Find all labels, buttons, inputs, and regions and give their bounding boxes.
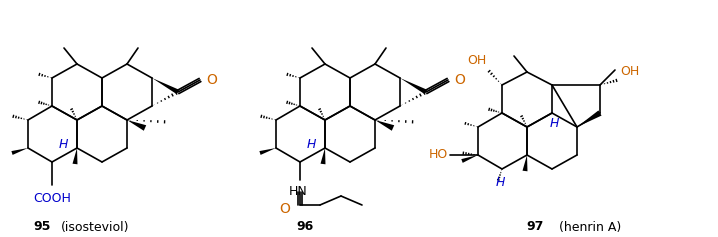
Text: COOH: COOH	[33, 192, 71, 205]
Text: H: H	[549, 117, 559, 129]
Text: 97: 97	[526, 220, 544, 233]
Text: HO: HO	[429, 149, 448, 161]
Polygon shape	[461, 155, 478, 163]
Text: H: H	[495, 177, 505, 190]
Text: (henrin A): (henrin A)	[559, 220, 621, 233]
Text: O: O	[279, 202, 290, 216]
Text: O: O	[206, 73, 217, 87]
Polygon shape	[127, 120, 146, 131]
Text: OH: OH	[620, 65, 639, 78]
Text: (isosteviol): (isosteviol)	[61, 220, 129, 233]
Polygon shape	[577, 110, 602, 127]
Polygon shape	[400, 78, 427, 94]
Polygon shape	[11, 148, 28, 155]
Polygon shape	[259, 148, 276, 155]
Text: OH: OH	[467, 54, 486, 67]
Text: 95: 95	[33, 220, 51, 233]
Text: HN: HN	[289, 185, 307, 198]
Text: 96: 96	[297, 220, 314, 233]
Polygon shape	[375, 120, 394, 131]
Polygon shape	[152, 78, 180, 94]
Text: H: H	[307, 137, 316, 150]
Polygon shape	[523, 155, 528, 171]
Polygon shape	[73, 148, 78, 164]
Text: O: O	[454, 73, 465, 87]
Text: H: H	[58, 137, 67, 150]
Polygon shape	[320, 148, 325, 164]
